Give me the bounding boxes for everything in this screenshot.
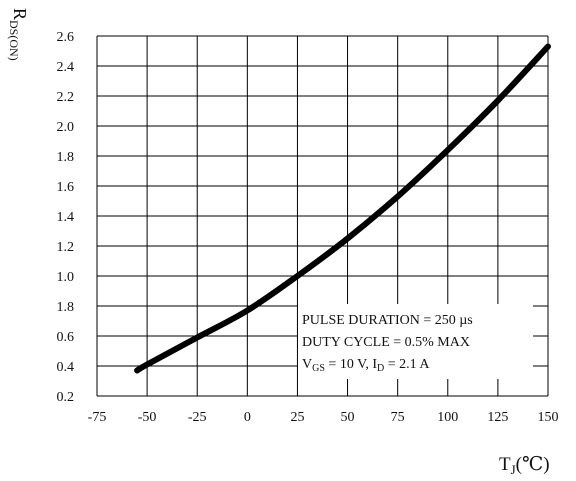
test-conditions-annotation: PULSE DURATION = 250 µs DUTY CYCLE = 0.5… [298, 304, 533, 379]
y-tick-label: 1.6 [57, 180, 75, 195]
y-tick-label: 1.8 [57, 150, 75, 165]
annotation-pulse-duration: PULSE DURATION = 250 µs [302, 313, 473, 328]
annotation-vgs-id: VGS = 10 V, ID = 2.1 A [302, 357, 430, 374]
y-tick-labels: 0.2 0.4 0.6 1.8 1.0 1.2 1.4 1.6 1.8 2.0 2.2 2.4 2.6 [57, 30, 75, 405]
y-tick-label: 0.2 [57, 390, 75, 405]
y-tick-label: 0.4 [57, 360, 75, 375]
y-tick-label: 2.2 [57, 90, 75, 105]
y-tick-label: 2.0 [57, 120, 75, 135]
annotation-duty-cycle: DUTY CYCLE = 0.5% MAX [302, 335, 470, 350]
y-tick-label: 0.6 [57, 330, 75, 345]
y-tick-label: 2.4 [57, 60, 75, 75]
y-axis-label: RDS(ON) [7, 8, 30, 61]
x-tick-label: -75 [88, 410, 107, 425]
x-axis-label: TJ(℃) [499, 454, 550, 477]
y-tick-label: 1.4 [57, 210, 75, 225]
rdson-curve [134, 43, 551, 374]
x-tick-label: 50 [341, 410, 355, 425]
x-tick-label: 75 [391, 410, 405, 425]
y-tick-label: 2.6 [57, 30, 75, 45]
y-tick-label: 1.2 [57, 240, 75, 255]
x-tick-label: 25 [290, 410, 304, 425]
x-tick-label: -25 [188, 410, 207, 425]
x-tick-label: 0 [244, 410, 251, 425]
y-tick-label: 1.8 [57, 300, 75, 315]
x-tick-label: 100 [437, 410, 458, 425]
y-tick-label: 1.0 [57, 270, 75, 285]
x-tick-label: 150 [538, 410, 559, 425]
x-tick-labels: -75 -50 -25 0 25 50 75 100 125 150 [88, 410, 559, 425]
x-tick-label: -50 [138, 410, 157, 425]
x-tick-label: 125 [487, 410, 508, 425]
